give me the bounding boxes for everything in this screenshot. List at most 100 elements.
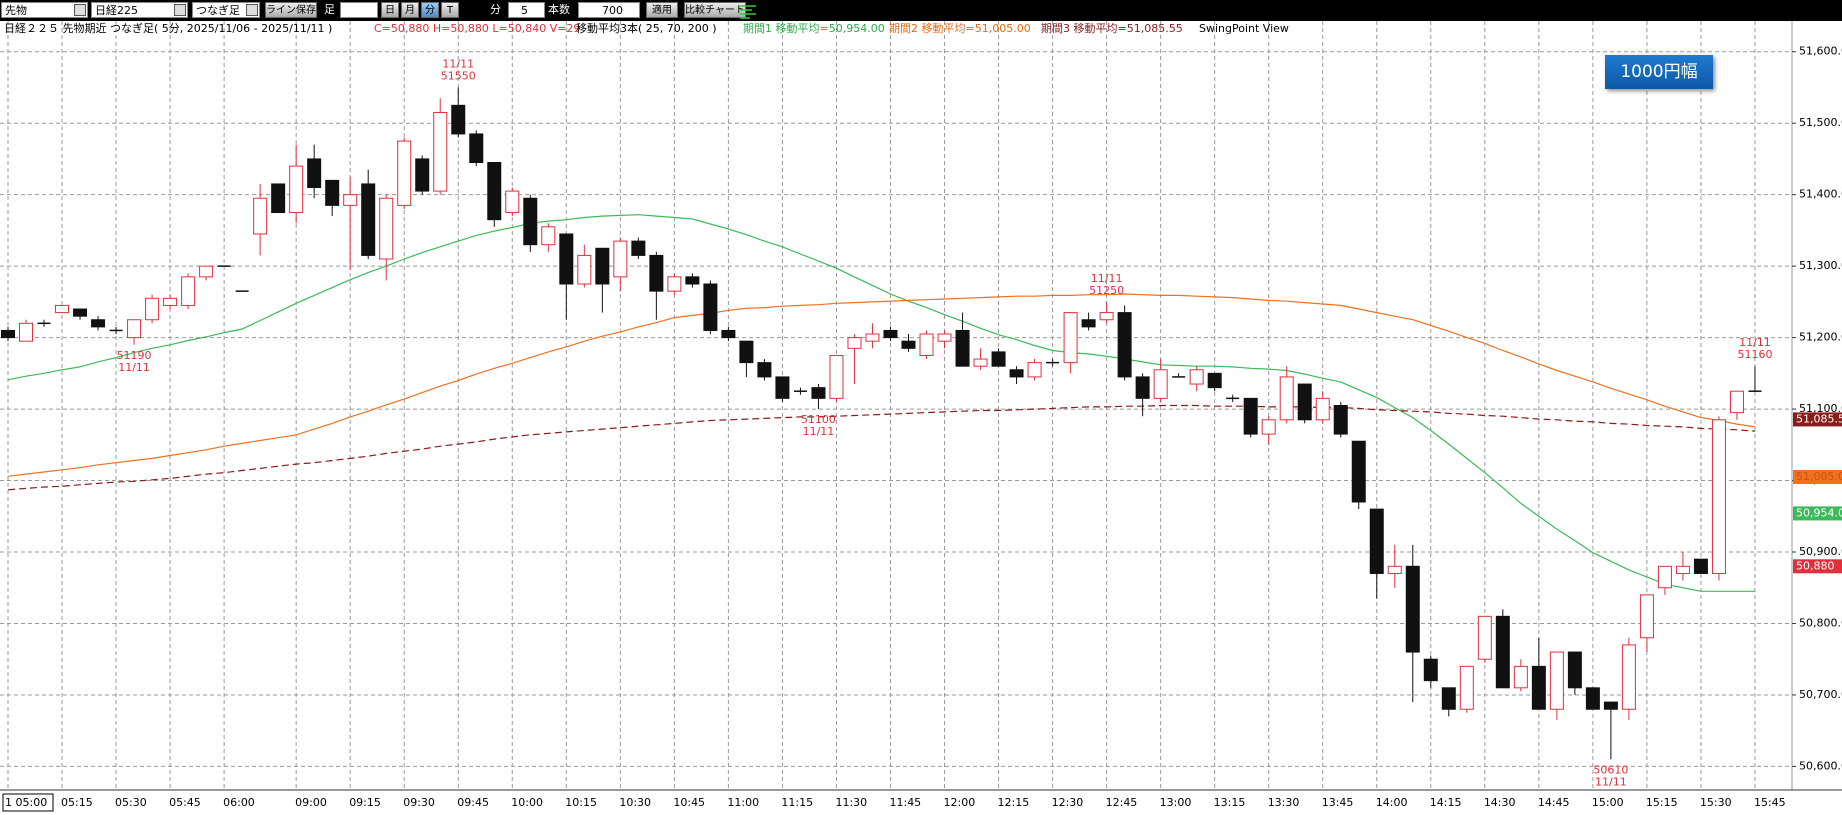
candle-body xyxy=(775,376,790,399)
y-tick-label: 50,600.0 xyxy=(1799,759,1842,772)
x-tick-label: 15:30 xyxy=(1700,796,1732,809)
x-tick-label: 05:45 xyxy=(169,796,201,809)
period-button[interactable]: 日 xyxy=(381,2,399,18)
y-tick-label: 50,900.0 xyxy=(1799,545,1842,558)
candle-body xyxy=(1729,390,1744,414)
candle-body xyxy=(1693,558,1708,574)
candle-body xyxy=(307,158,322,189)
swing-price: 51100 xyxy=(801,413,836,426)
candle-body xyxy=(1495,615,1510,689)
candle-body xyxy=(919,333,934,356)
candle-body xyxy=(199,265,214,278)
swing-date: 11/11 xyxy=(118,361,150,374)
candle-body xyxy=(1549,651,1564,710)
market-select[interactable]: 先物 xyxy=(1,2,88,18)
bar-type-select[interactable]: つなぎ足 xyxy=(192,2,260,18)
candle-body xyxy=(397,140,412,206)
candle-body xyxy=(703,283,718,331)
x-tick-label: 12:45 xyxy=(1106,796,1138,809)
candle-body xyxy=(1063,312,1078,364)
info-ma1: 期間1 移動平均=50,954.00 xyxy=(743,22,885,35)
candle-body xyxy=(379,197,394,260)
candle-body xyxy=(163,297,178,306)
apply-button[interactable]: 適用 xyxy=(646,2,678,18)
x-tick-label: 14:30 xyxy=(1484,796,1516,809)
foot-input[interactable] xyxy=(340,2,378,18)
compare-button[interactable]: 比較チャート xyxy=(684,2,746,18)
x-tick-label: 13:30 xyxy=(1268,796,1300,809)
candle-body xyxy=(1081,319,1096,328)
candle-body xyxy=(1585,687,1600,710)
info-bar: 日経２２５ 先物期近 つなぎ足( 5分, 2025/11/06 - 2025/1… xyxy=(0,21,1792,37)
x-tick-label: 10:45 xyxy=(673,796,705,809)
candle-body xyxy=(1135,376,1150,399)
x-tick-label: 12:15 xyxy=(998,796,1030,809)
interval-input[interactable]: 5 xyxy=(508,2,545,18)
y-tick-label: 50,700.0 xyxy=(1799,688,1842,701)
candle-body xyxy=(811,387,826,399)
index-select[interactable]: 日経225 xyxy=(91,2,188,18)
price-tag-label: 51,085.5 xyxy=(1796,412,1842,425)
moving-average-line xyxy=(7,214,1755,592)
candle-body xyxy=(577,254,592,285)
candle-body xyxy=(415,158,430,192)
candle-body xyxy=(1639,594,1654,639)
info-title: 日経２２５ 先物期近 つなぎ足( 5分, 2025/11/06 - 2025/1… xyxy=(4,22,333,35)
candle-body xyxy=(343,194,358,206)
candle-body xyxy=(595,247,610,285)
candle-body xyxy=(55,304,70,314)
x-tick-label: 14:15 xyxy=(1430,796,1462,809)
candle-body xyxy=(181,276,196,306)
count-input[interactable]: 700 xyxy=(578,2,640,18)
swing-date: 11/11 xyxy=(1595,775,1627,788)
period-button[interactable]: T xyxy=(441,2,459,18)
x-tick-label: 1 05:00 xyxy=(5,796,47,809)
price-tag-label: 50,880 xyxy=(1796,559,1835,572)
range-badge[interactable]: 1000円幅 xyxy=(1605,55,1713,89)
foot-label: 足 xyxy=(324,3,335,16)
swing-price: 51550 xyxy=(441,69,476,82)
x-tick-label: 13:15 xyxy=(1214,796,1246,809)
candle-body xyxy=(721,329,736,339)
x-tick-label: 09:15 xyxy=(349,796,381,809)
candle-body xyxy=(1351,440,1366,503)
candle-body xyxy=(541,226,556,246)
candle-body xyxy=(1621,644,1636,710)
period-button[interactable]: 分 xyxy=(421,2,439,18)
save-line-button[interactable]: ライン保存 xyxy=(265,2,317,18)
chart-icon[interactable] xyxy=(738,2,758,20)
candle-body xyxy=(1405,565,1420,653)
candle-body xyxy=(559,233,574,285)
candle-body xyxy=(1369,508,1384,574)
candle-body xyxy=(613,240,628,278)
swing-price: 50610 xyxy=(1593,763,1628,776)
x-label-box xyxy=(2,793,54,812)
candle-body xyxy=(361,183,376,256)
candle-body xyxy=(1261,419,1276,435)
candle-body xyxy=(667,276,682,292)
candle-body xyxy=(883,329,898,339)
x-tick-label: 10:15 xyxy=(565,796,597,809)
x-tick-label: 15:15 xyxy=(1646,796,1678,809)
candle-body xyxy=(1477,615,1492,660)
candle-body xyxy=(1423,658,1438,682)
candle-body xyxy=(19,322,34,342)
x-tick-label: 12:00 xyxy=(944,796,976,809)
info-view: SwingPoint View xyxy=(1199,22,1289,35)
swing-date: 11/11 xyxy=(1739,336,1771,349)
candle-body xyxy=(1117,312,1132,378)
candle-body xyxy=(127,319,142,339)
candle-body xyxy=(901,340,916,349)
candle-body xyxy=(1513,665,1528,689)
x-tick-label: 14:45 xyxy=(1538,796,1570,809)
period-button[interactable]: 月 xyxy=(401,2,419,18)
candle-body xyxy=(1027,362,1042,378)
candle-body xyxy=(433,111,448,192)
x-tick-label: 13:00 xyxy=(1160,796,1192,809)
info-ma-setting: 移動平均3本( 25, 70, 200 ) xyxy=(576,22,717,35)
candle-body xyxy=(1009,369,1024,378)
swing-date: 11/11 xyxy=(803,425,835,438)
candle-body xyxy=(289,165,304,214)
x-tick-label: 09:30 xyxy=(403,796,435,809)
